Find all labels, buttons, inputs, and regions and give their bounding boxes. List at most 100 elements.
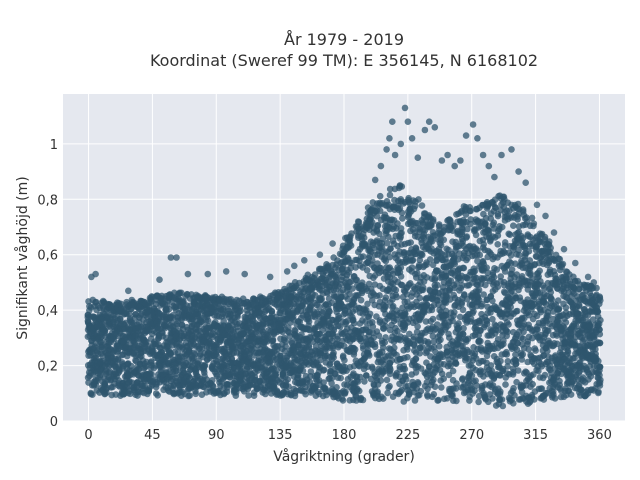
- data-point: [210, 383, 217, 390]
- data-point: [499, 402, 507, 410]
- data-points: [84, 104, 604, 410]
- data-point: [476, 251, 484, 259]
- data-point: [371, 340, 379, 348]
- data-point: [190, 354, 198, 362]
- data-point: [463, 233, 471, 240]
- data-point: [547, 244, 554, 252]
- data-point: [430, 376, 437, 384]
- data-point: [418, 202, 426, 209]
- data-point: [361, 378, 368, 385]
- data-point: [204, 317, 212, 325]
- data-point: [429, 393, 436, 401]
- data-point: [428, 238, 436, 245]
- data-point: [512, 308, 520, 315]
- data-point: [382, 294, 390, 301]
- data-point: [415, 380, 422, 387]
- data-point: [398, 183, 406, 190]
- data-point: [356, 387, 363, 395]
- data-point: [419, 286, 427, 294]
- data-point: [133, 384, 140, 391]
- data-point: [530, 222, 537, 230]
- data-point: [404, 346, 411, 353]
- data-point: [350, 345, 357, 352]
- data-point: [472, 377, 479, 385]
- data-point: [337, 374, 345, 382]
- data-point: [398, 229, 405, 237]
- data-point: [360, 234, 368, 241]
- data-point: [515, 251, 523, 259]
- data-point: [507, 303, 514, 311]
- data-point: [531, 396, 538, 403]
- data-point: [466, 207, 474, 214]
- data-point: [398, 209, 406, 217]
- data-point: [376, 292, 383, 299]
- data-point: [503, 351, 511, 358]
- data-point: [378, 393, 385, 401]
- data-point: [494, 241, 502, 248]
- data-point: [412, 244, 420, 251]
- data-point: [455, 320, 462, 327]
- data-point: [363, 267, 371, 274]
- data-point: [220, 317, 227, 325]
- data-point: [349, 314, 356, 321]
- data-point: [97, 371, 104, 379]
- data-point: [459, 306, 467, 314]
- data-point: [393, 293, 401, 301]
- data-point: [126, 315, 134, 322]
- data-point: [429, 315, 437, 323]
- data-point: [342, 388, 349, 396]
- data-point: [434, 281, 441, 289]
- data-point: [339, 397, 347, 404]
- data-point: [541, 371, 549, 379]
- data-point: [498, 223, 506, 231]
- data-point: [500, 340, 507, 348]
- data-point: [474, 288, 482, 295]
- data-point: [365, 350, 372, 358]
- data-point: [194, 327, 202, 334]
- data-point: [453, 397, 460, 405]
- data-point: [470, 265, 478, 273]
- data-point: [350, 320, 358, 327]
- data-point: [514, 216, 521, 223]
- data-point: [435, 396, 442, 404]
- data-point: [491, 204, 499, 211]
- data-point: [449, 390, 456, 398]
- data-point: [514, 367, 522, 374]
- data-point: [480, 241, 488, 248]
- data-point: [417, 387, 425, 395]
- data-point: [397, 273, 405, 280]
- data-point: [440, 375, 448, 383]
- data-point: [382, 334, 389, 341]
- data-point: [415, 196, 422, 203]
- data-point: [414, 323, 421, 330]
- data-point: [165, 305, 173, 313]
- data-point: [519, 351, 527, 358]
- data-point: [494, 212, 502, 220]
- data-point: [98, 338, 105, 346]
- data-point: [525, 346, 533, 353]
- data-point: [446, 360, 453, 368]
- data-point: [408, 264, 416, 271]
- data-point: [532, 347, 539, 354]
- data-point: [397, 388, 404, 395]
- data-point: [383, 376, 391, 384]
- data-point: [386, 359, 394, 367]
- data-point: [510, 400, 517, 407]
- data-point: [386, 191, 394, 199]
- data-point: [92, 298, 100, 306]
- data-point: [440, 236, 448, 244]
- data-point: [545, 238, 553, 245]
- data-point: [401, 365, 409, 373]
- data-point: [477, 337, 484, 345]
- data-point: [536, 267, 543, 275]
- data-point: [377, 377, 385, 384]
- data-point: [534, 326, 541, 333]
- data-point: [466, 397, 473, 404]
- data-point: [499, 193, 507, 201]
- data-point: [482, 220, 489, 227]
- data-point: [376, 192, 384, 200]
- data-point: [223, 388, 231, 396]
- data-point: [357, 296, 365, 304]
- data-point: [504, 328, 511, 336]
